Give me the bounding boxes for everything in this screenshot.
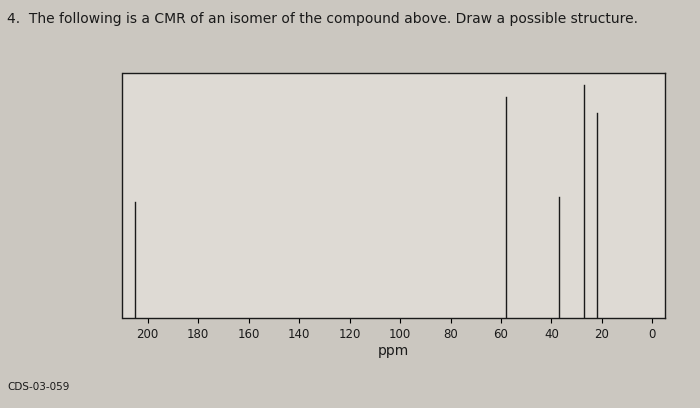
X-axis label: ppm: ppm (378, 344, 409, 358)
Text: CDS-03-059: CDS-03-059 (7, 381, 69, 392)
Text: 4.  The following is a CMR of an isomer of the compound above. Draw a possible s: 4. The following is a CMR of an isomer o… (7, 12, 638, 26)
